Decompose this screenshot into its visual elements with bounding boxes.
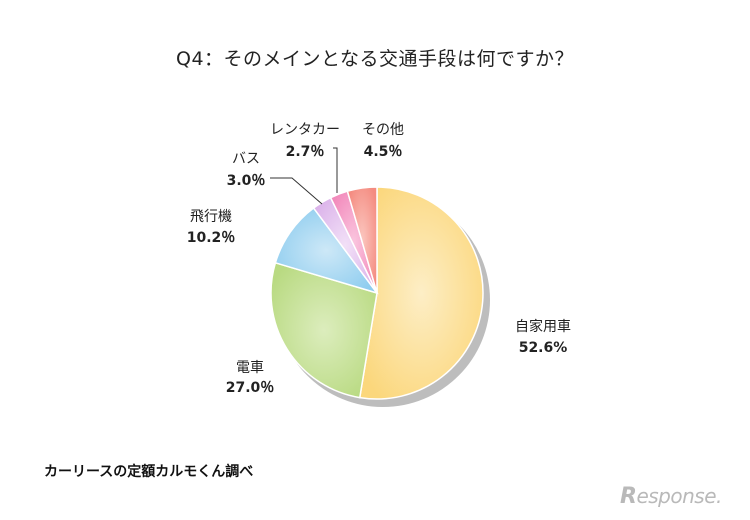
slice-value-train: 27.0％ xyxy=(226,380,275,396)
pie-slice-other xyxy=(346,186,378,294)
leader-line-rental xyxy=(333,147,338,193)
slice-label-bus: バス xyxy=(232,151,260,167)
slice-label-train: 電車 xyxy=(236,359,264,376)
slice-label-plane: 飛行機 xyxy=(190,209,232,225)
slice-value-plane: 10.2％ xyxy=(187,230,236,246)
chart-title: Q4：そのメインとなる交通手段は何ですか？ xyxy=(176,48,574,70)
response-logo: Response. xyxy=(620,484,722,509)
pie-slice-car xyxy=(358,186,484,400)
leader-line-bus xyxy=(270,177,323,205)
slice-value-bus: 3.0％ xyxy=(227,173,266,189)
pie-slice-train xyxy=(270,261,378,399)
slice-label-rental: レンタカー xyxy=(270,122,340,138)
slice-value-rental: 2.7％ xyxy=(286,144,325,160)
slice-label-other: その他 xyxy=(362,122,404,138)
source-note: カーリースの定額カルモくん調べ xyxy=(44,464,254,480)
slice-label-car: 自家用車 xyxy=(515,318,571,335)
slice-value-car: 52.6% xyxy=(519,340,568,356)
slice-value-other: 4.5％ xyxy=(364,144,403,160)
